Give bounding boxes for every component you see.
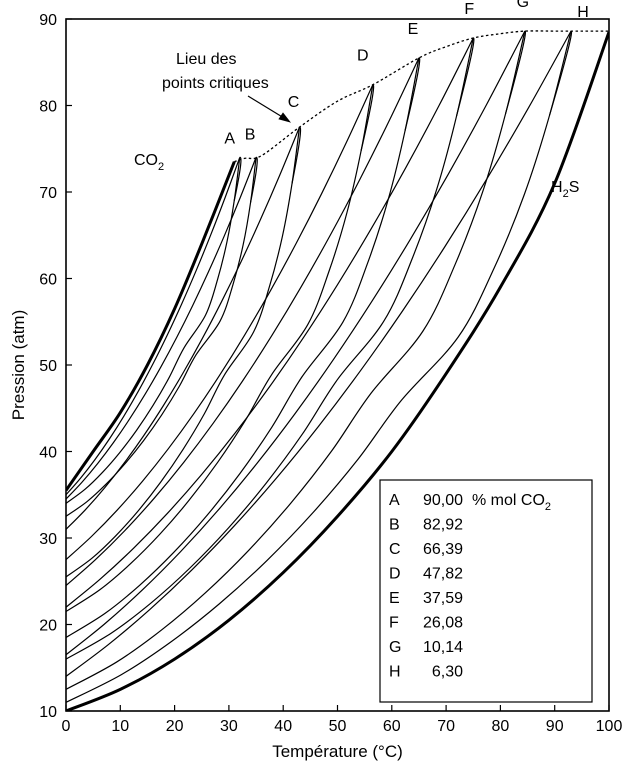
critical-locus-arrow-line bbox=[247, 95, 285, 119]
critical-locus-label-line2: points critiques bbox=[162, 75, 269, 92]
envelope-E-dew-curve bbox=[66, 57, 420, 638]
envelope-H-dew-curve bbox=[66, 30, 572, 703]
envelope-label-D: D bbox=[357, 48, 369, 65]
x-tick-label: 70 bbox=[437, 718, 455, 735]
envelope-label-H: H bbox=[577, 4, 589, 21]
y-tick-label: 10 bbox=[39, 704, 57, 721]
critical-locus-line bbox=[234, 30, 609, 163]
envelope-B-bubble-curve bbox=[66, 157, 257, 500]
legend-letter-A: A bbox=[389, 492, 400, 509]
h2s-label: H2S bbox=[551, 179, 579, 200]
critical-locus-arrowhead bbox=[278, 112, 292, 123]
h2s-label-s: S bbox=[569, 179, 580, 196]
legend-value-C: 66,39 bbox=[423, 541, 463, 558]
envelope-B-dew-curve bbox=[66, 157, 257, 517]
critical-locus-label-line1: Lieu des bbox=[176, 51, 237, 68]
y-tick-label: 20 bbox=[39, 618, 57, 635]
envelope-D-dew-curve bbox=[66, 84, 374, 613]
legend-letter-G: G bbox=[389, 639, 401, 656]
envelope-label-C: C bbox=[288, 94, 300, 111]
y-tick-label: 80 bbox=[39, 99, 57, 116]
envelope-G-bubble-curve bbox=[66, 30, 526, 656]
y-tick-label: 90 bbox=[39, 12, 57, 29]
legend-letter-H: H bbox=[389, 664, 401, 681]
legend-value-H: 6,30 bbox=[432, 664, 463, 681]
legend-letter-F: F bbox=[389, 615, 399, 632]
x-tick-label: 0 bbox=[62, 718, 71, 735]
legend-letter-E: E bbox=[389, 590, 400, 607]
co2-vapor-pressure-curve bbox=[66, 161, 236, 492]
x-tick-label: 100 bbox=[596, 718, 623, 735]
x-tick-label: 10 bbox=[111, 718, 129, 735]
legend: A 90,00 % mol CO2 B 82,92 C 66,39 D 47,82 E 37,59 F… bbox=[379, 479, 593, 703]
legend-value-G: 10,14 bbox=[423, 639, 463, 656]
legend-value-D: 47,82 bbox=[423, 566, 463, 583]
envelope-C-cap bbox=[291, 126, 302, 184]
x-tick-label: 60 bbox=[383, 718, 401, 735]
x-tick-label: 90 bbox=[546, 718, 564, 735]
legend-value-F: 26,08 bbox=[423, 615, 463, 632]
legend-box bbox=[379, 479, 593, 703]
envelope-F-bubble-curve bbox=[66, 37, 474, 608]
x-tick-label: 30 bbox=[220, 718, 238, 735]
legend-value-B: 82,92 bbox=[423, 517, 463, 534]
curves-layer bbox=[66, 30, 609, 711]
envelope-label-B: B bbox=[245, 126, 256, 143]
co2-label-sub: 2 bbox=[158, 161, 164, 173]
y-tick-label: 30 bbox=[39, 531, 57, 548]
y-tick-label: 60 bbox=[39, 272, 57, 289]
y-axis-title: Pression (atm) bbox=[9, 310, 28, 421]
envelope-F-cap bbox=[456, 37, 475, 117]
envelope-D-bubble-curve bbox=[66, 84, 374, 561]
legend-letter-B: B bbox=[389, 517, 400, 534]
envelope-H-cap bbox=[548, 30, 573, 116]
envelope-label-F: F bbox=[464, 1, 474, 18]
axis-layer: 0 10 20 30 40 50 60 70 80 90 100 10 20 30 40 50 60 70 80 90… bbox=[9, 12, 622, 761]
h2s-vapor-pressure-curve bbox=[66, 31, 609, 711]
envelope-E-bubble-curve bbox=[66, 57, 420, 587]
y-tick-label: 50 bbox=[39, 358, 57, 375]
envelope-label-G: G bbox=[517, 0, 529, 11]
envelope-F-dew-curve bbox=[66, 37, 474, 660]
envelope-A-dew-curve bbox=[66, 157, 241, 504]
envelope-B-cap bbox=[249, 156, 258, 203]
h2s-label-h: H bbox=[551, 179, 563, 196]
x-axis-title: Température (°C) bbox=[272, 742, 403, 761]
envelope-C-bubble-curve bbox=[66, 126, 301, 530]
legend-unit-sub: 2 bbox=[545, 501, 551, 513]
envelope-A-cap bbox=[233, 156, 242, 201]
envelope-G-dew-curve bbox=[66, 30, 526, 690]
legend-unit-base: % mol CO bbox=[472, 492, 545, 509]
envelope-D-cap bbox=[360, 84, 375, 151]
envelope-A-bubble-curve bbox=[66, 157, 241, 496]
envelope-label-A: A bbox=[224, 130, 235, 147]
y-tick-label: 70 bbox=[39, 185, 57, 202]
envelope-E-cap bbox=[404, 57, 421, 131]
x-tick-label: 20 bbox=[166, 718, 184, 735]
legend-unit: % mol CO2 bbox=[472, 492, 551, 513]
envelope-H-bubble-curve bbox=[66, 30, 572, 677]
y-tick-label: 40 bbox=[39, 445, 57, 462]
envelope-C-dew-curve bbox=[66, 127, 301, 578]
co2-label-base: CO bbox=[134, 152, 158, 169]
legend-letter-C: C bbox=[389, 541, 401, 558]
x-tick-label: 40 bbox=[274, 718, 292, 735]
h2s-label-sub: 2 bbox=[563, 188, 569, 200]
envelope-label-E: E bbox=[408, 21, 419, 38]
co2-label: CO2 bbox=[134, 152, 164, 173]
legend-value-E: 37,59 bbox=[423, 590, 463, 607]
legend-value-A: 90,00 bbox=[423, 492, 463, 509]
legend-letter-D: D bbox=[389, 566, 401, 583]
x-tick-label: 50 bbox=[329, 718, 347, 735]
envelope-G-cap bbox=[505, 30, 526, 114]
x-tick-label: 80 bbox=[492, 718, 510, 735]
